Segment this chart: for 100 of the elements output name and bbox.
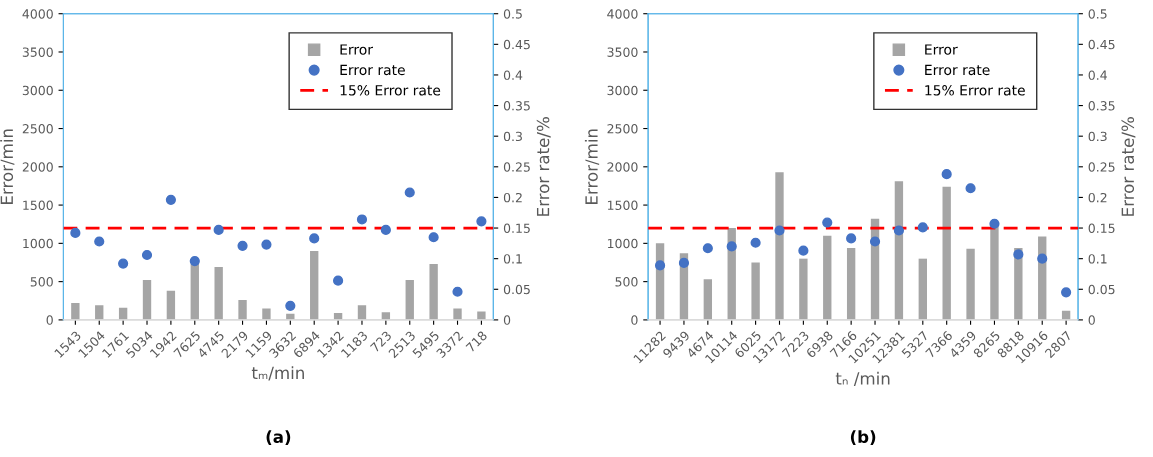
y2-tick-label: 0.45 bbox=[503, 39, 530, 50]
y-tick-label: 4000 bbox=[22, 9, 53, 19]
bar bbox=[71, 303, 80, 320]
x-axis-title: tₙ /min bbox=[835, 371, 890, 387]
bar bbox=[966, 248, 975, 320]
y2-axis-title: Error rate/% bbox=[1121, 117, 1136, 216]
y2-tick-label: 0.05 bbox=[503, 284, 530, 295]
y-tick-label: 4000 bbox=[607, 9, 638, 19]
y-axis-title: Error/min bbox=[584, 129, 600, 204]
point bbox=[165, 194, 176, 205]
bar bbox=[190, 264, 199, 320]
point bbox=[869, 236, 881, 247]
point bbox=[404, 187, 415, 198]
point bbox=[678, 257, 690, 269]
y2-tick-label: 0.15 bbox=[1088, 223, 1115, 233]
point bbox=[750, 237, 761, 248]
x-axis-title: tₘ/min bbox=[251, 366, 304, 381]
y-tick-label: 0 bbox=[46, 315, 53, 325]
y2-axis-title: Error rate/% bbox=[536, 117, 551, 216]
legend-label: 15% Error rate bbox=[925, 85, 1025, 96]
bar bbox=[95, 305, 104, 320]
point bbox=[380, 224, 391, 235]
y2-tick-label: 0.5 bbox=[1088, 9, 1107, 19]
y2-tick-label: 0.4 bbox=[1088, 70, 1107, 80]
text: (a) bbox=[266, 430, 291, 445]
point bbox=[917, 222, 928, 233]
point bbox=[428, 232, 439, 243]
point bbox=[989, 218, 1000, 229]
point bbox=[261, 239, 272, 250]
y-tick-label: 0 bbox=[631, 315, 638, 325]
bar bbox=[405, 280, 414, 320]
legend-label: Error rate bbox=[340, 64, 405, 76]
point bbox=[1037, 253, 1048, 264]
bar bbox=[775, 172, 784, 320]
y2-tick-label: 0.35 bbox=[1088, 101, 1115, 111]
y-tick-label: 2000 bbox=[22, 162, 53, 172]
point bbox=[118, 258, 129, 269]
y-tick-label: 3500 bbox=[22, 47, 53, 57]
y-tick-label: 500 bbox=[615, 277, 638, 287]
bar bbox=[846, 247, 856, 320]
point bbox=[309, 233, 320, 244]
y-tick-label: 500 bbox=[30, 277, 53, 287]
point bbox=[654, 260, 666, 271]
y2-tick-label: 0.4 bbox=[503, 70, 523, 80]
x-tick-label: 718 bbox=[465, 330, 488, 353]
y2-tick-label: 0.45 bbox=[1088, 39, 1115, 50]
y-axis-title: Error/min bbox=[0, 129, 15, 204]
point bbox=[893, 225, 905, 236]
y-tick-label: 2500 bbox=[22, 124, 53, 134]
point bbox=[189, 256, 200, 267]
y2-tick-label: 0.2 bbox=[503, 192, 522, 203]
point bbox=[356, 214, 368, 225]
legend-label: Error rate bbox=[925, 64, 990, 76]
y-tick-label: 2000 bbox=[607, 162, 638, 172]
y-tick-label: 3000 bbox=[22, 85, 53, 96]
bar bbox=[823, 235, 832, 320]
y-tick-label: 3000 bbox=[607, 85, 638, 96]
y-tick-label: 2500 bbox=[607, 124, 638, 134]
point bbox=[285, 300, 296, 311]
bar bbox=[942, 186, 951, 320]
point bbox=[1061, 287, 1072, 298]
legend-label: 15% Error rate bbox=[340, 85, 441, 96]
point bbox=[846, 233, 857, 244]
bar bbox=[142, 280, 152, 320]
y2-tick-label: 0.1 bbox=[1088, 254, 1107, 264]
bar bbox=[703, 279, 713, 320]
y2-tick-label: 0.35 bbox=[503, 101, 530, 111]
point bbox=[1013, 249, 1024, 260]
point bbox=[726, 241, 737, 252]
y-tick-label: 1500 bbox=[607, 200, 638, 211]
y-tick-label: 3500 bbox=[607, 47, 638, 57]
point bbox=[774, 225, 785, 236]
bar bbox=[918, 258, 927, 320]
point bbox=[94, 236, 105, 247]
point bbox=[213, 224, 224, 235]
y2-tick-label: 0.3 bbox=[1088, 131, 1107, 142]
y2-tick-label: 0.15 bbox=[503, 223, 530, 233]
point bbox=[141, 249, 153, 261]
point bbox=[237, 240, 248, 251]
point bbox=[452, 286, 463, 297]
text: (b) bbox=[850, 430, 876, 445]
point bbox=[333, 275, 344, 286]
bar bbox=[799, 258, 808, 320]
point bbox=[702, 243, 713, 254]
bar bbox=[262, 308, 271, 320]
point bbox=[965, 183, 976, 194]
y2-tick-label: 0.1 bbox=[503, 254, 522, 264]
point bbox=[798, 245, 809, 256]
y2-tick-label: 0 bbox=[1088, 315, 1095, 325]
legend-label: Error bbox=[340, 44, 373, 55]
y2-tick-label: 0.5 bbox=[503, 9, 522, 19]
point bbox=[822, 217, 833, 228]
bar bbox=[429, 264, 438, 320]
y-tick-label: 1500 bbox=[23, 200, 53, 211]
bar bbox=[357, 305, 367, 320]
y-tick-label: 1000 bbox=[23, 238, 53, 249]
point bbox=[941, 169, 952, 180]
bar bbox=[214, 267, 223, 320]
point bbox=[70, 227, 81, 239]
y2-tick-label: 0.3 bbox=[503, 131, 522, 142]
